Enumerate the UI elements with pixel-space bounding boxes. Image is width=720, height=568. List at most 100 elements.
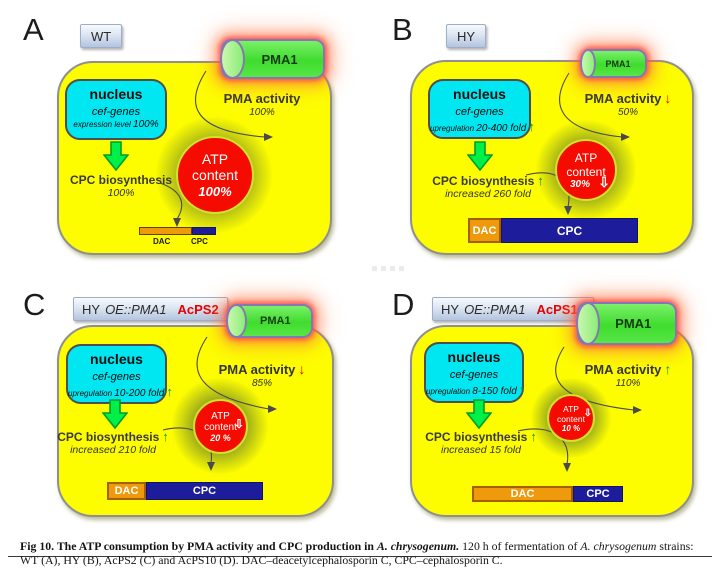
- atp-line2: content: [192, 167, 238, 183]
- panel-letter: D: [392, 287, 415, 322]
- dac-label: DAC: [472, 224, 497, 237]
- up-arrow-icon: ↑: [530, 429, 537, 444]
- expression-line: expression level 100%: [67, 119, 165, 130]
- atp-line1: ATP: [563, 403, 579, 414]
- pump-label: PMA1: [605, 58, 631, 69]
- nucleus: nucleus cef-genes expression level 100%: [65, 79, 167, 140]
- caption-fig-title: Fig 10. The ATP consumption by PMA activ…: [20, 538, 374, 553]
- cpc-biosynthesis-label: CPC biosynthesis: [432, 174, 535, 188]
- atp-circle: ATP content 30% ⇩: [555, 139, 617, 201]
- atp-value: 30%: [569, 178, 590, 190]
- pma1-pump: PMA1: [220, 39, 325, 79]
- cpc-segment: CPC: [501, 218, 638, 243]
- up-arrow-icon: ↑: [528, 119, 535, 134]
- pma1-pump: PMA1: [226, 304, 313, 338]
- pma-activity: PMA activity ↓ 50%: [558, 90, 698, 118]
- gene-label: cef-genes: [91, 106, 141, 118]
- pma-activity-value: 110%: [615, 378, 641, 389]
- dac-segment: DAC: [472, 486, 573, 502]
- cpc-label: CPC: [192, 485, 217, 497]
- hollow-down-arrow-icon: ⇩: [583, 408, 592, 419]
- nucleus: nucleus cef-genes upregulation 20-400 fo…: [428, 79, 535, 139]
- expression-value: 8-150 fold: [472, 386, 517, 397]
- atp-value: 20 %: [210, 432, 231, 443]
- pma-activity: PMA activity ↑ 110%: [558, 361, 698, 389]
- strain-name: HY: [82, 301, 101, 317]
- dac-segment: [139, 227, 192, 235]
- hollow-down-arrow-icon: ⇩: [598, 174, 610, 190]
- hollow-down-arrow-icon: ⇩: [233, 417, 244, 431]
- cpc-biosynthesis: CPC biosynthesis ↑ increased 210 fold: [28, 429, 198, 456]
- panel-letter: A: [23, 12, 44, 47]
- down-arrow-icon: ↓: [664, 90, 672, 106]
- expression-line: upregulation 8-150 fold ↑: [426, 382, 525, 397]
- nucleus-title: nucleus: [453, 86, 506, 102]
- panel-A: A WT PMA1 nucleus cef-genes expression l…: [15, 8, 365, 274]
- caption-divider: [8, 556, 712, 557]
- dac-label: DAC: [114, 485, 139, 497]
- product-bar: DAC CPC: [468, 218, 638, 243]
- cpc-segment: [192, 227, 216, 235]
- nucleus-title: nucleus: [90, 351, 143, 367]
- pump-cap-icon: [226, 304, 247, 338]
- expression-label: expression level: [73, 120, 131, 129]
- cpc-biosynthesis: CPC biosynthesis 100%: [36, 173, 206, 199]
- atp-line2: content: [566, 164, 606, 179]
- panel-letter: C: [23, 287, 46, 322]
- pma-activity-label: PMA activity: [218, 362, 296, 377]
- green-down-arrow-icon: [467, 141, 493, 171]
- expression-value: 20-400 fold: [476, 123, 527, 134]
- strain-name: WT: [91, 28, 112, 44]
- product-bar: DAC CPC: [472, 486, 623, 502]
- pma-activity: PMA activity 100%: [192, 91, 332, 118]
- atp-value: 10 %: [561, 423, 581, 433]
- expression-label: upregulation: [430, 124, 475, 133]
- cpc-biosynthesis-value: increased 210 fold: [70, 444, 156, 456]
- up-arrow-icon: ↑: [518, 382, 526, 397]
- green-down-arrow-icon: [466, 399, 492, 429]
- product-bar: DAC CPC: [107, 482, 263, 500]
- cpc-biosynthesis-value: increased 15 fold: [441, 444, 521, 456]
- pump-cap-icon: [220, 39, 245, 79]
- atp-line1: ATP: [574, 150, 598, 165]
- nucleus-title: nucleus: [89, 86, 143, 102]
- strain-id: AcPS2: [177, 301, 219, 317]
- pma-activity-value: 100%: [249, 107, 275, 118]
- dac-label: DAC: [153, 237, 171, 246]
- cpc-biosynthesis: CPC biosynthesis ↑ increased 15 fold: [396, 429, 566, 456]
- gene-label: cef-genes: [455, 106, 504, 118]
- panel-C: C HY OE::PMA1 AcPS2 PMA1 nucleus cef-gen…: [15, 283, 365, 525]
- strain-genotype: OE::PMA1: [105, 301, 167, 317]
- figure-caption: Fig 10. The ATP consumption by PMA activ…: [20, 539, 708, 568]
- pump-cap-icon: [580, 49, 596, 78]
- pma1-pump: PMA1: [580, 49, 647, 78]
- atp-line1: ATP: [211, 410, 230, 422]
- nucleus-title: nucleus: [447, 349, 501, 365]
- pump-label: PMA1: [261, 51, 298, 67]
- strain-badge: HY: [446, 24, 487, 48]
- strain-badge: WT: [80, 24, 123, 48]
- nucleus: nucleus cef-genes upregulation 8-150 fol…: [424, 342, 525, 403]
- green-down-arrow-icon: [102, 399, 128, 429]
- pma1-pump: PMA1: [576, 302, 677, 345]
- atp-line2: content: [557, 413, 585, 424]
- strain-name: HY: [457, 28, 476, 44]
- dac-label: DAC: [510, 488, 535, 500]
- expression-line: upregulation 10-200 fold ↑: [68, 384, 173, 399]
- green-down-arrow-icon: [103, 141, 129, 171]
- strain-id: AcPS10: [536, 301, 585, 317]
- pma-activity-label: PMA activity: [584, 91, 662, 106]
- expression-line: upregulation 20-400 fold ↑: [430, 119, 535, 134]
- up-arrow-icon: ↑: [162, 429, 169, 444]
- pump-label: PMA1: [615, 316, 652, 331]
- atp-circle: ATP content 10 % ⇩: [547, 394, 595, 442]
- panel-letter: B: [392, 12, 413, 47]
- atp-value: 100%: [198, 184, 232, 199]
- pma-activity: PMA activity ↓ 85%: [192, 361, 332, 389]
- cpc-biosynthesis-label: CPC biosynthesis: [69, 173, 173, 187]
- up-arrow-icon: ↑: [664, 361, 672, 377]
- pma-activity-value: 85%: [251, 378, 272, 389]
- faint-page-marks: [372, 266, 404, 271]
- product-bar-labels: DAC CPC: [139, 237, 216, 247]
- cpc-biosynthesis-label: CPC biosynthesis: [425, 430, 528, 444]
